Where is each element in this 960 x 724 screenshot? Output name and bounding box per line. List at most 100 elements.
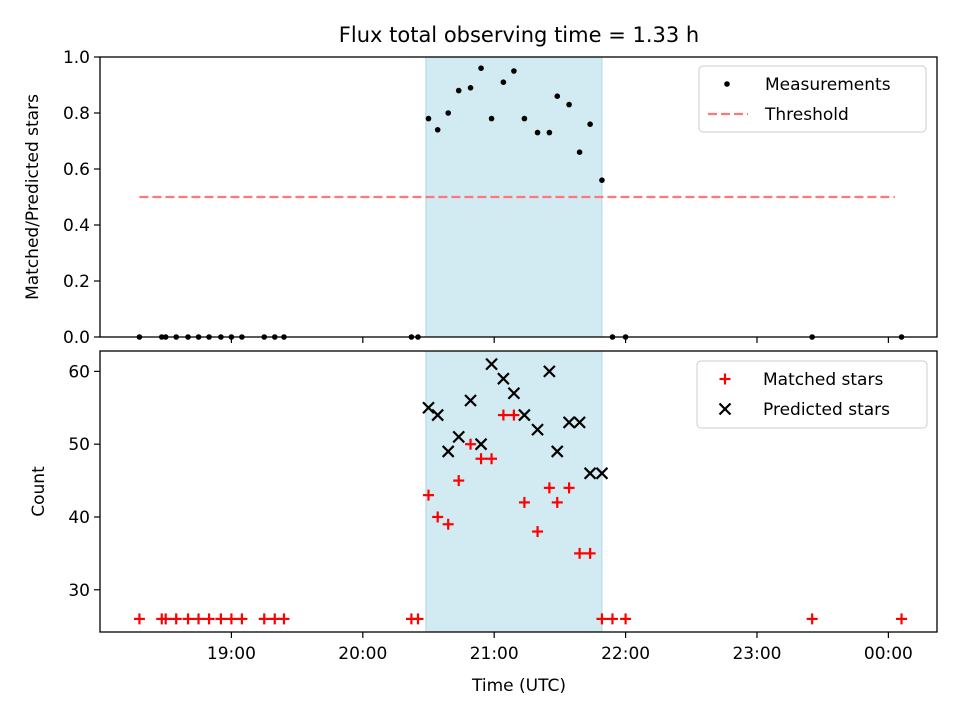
x-tick-label: 00:00 xyxy=(864,644,913,664)
data-point xyxy=(521,115,528,122)
data-point xyxy=(500,79,507,85)
data-point xyxy=(543,365,556,378)
data-point xyxy=(203,613,215,625)
data-point xyxy=(595,467,609,480)
data-point xyxy=(896,613,908,625)
legend-label: Threshold xyxy=(764,105,849,125)
data-point xyxy=(543,482,555,494)
data-point xyxy=(442,518,454,530)
data-point xyxy=(551,496,563,508)
data-point xyxy=(497,372,510,385)
data-point xyxy=(599,177,605,183)
data-point xyxy=(133,613,145,625)
legend-swatch xyxy=(719,373,731,385)
data-point xyxy=(518,496,530,508)
data-point xyxy=(441,445,455,458)
x-tick-label: 23:00 xyxy=(732,644,781,664)
data-point xyxy=(425,115,432,122)
chart-title: Flux total observing time = 1.33 h xyxy=(339,23,699,47)
data-point xyxy=(432,511,444,523)
data-point xyxy=(531,423,544,436)
data-point xyxy=(455,87,462,94)
y-tick-label: 0.8 xyxy=(63,104,90,124)
legend-box xyxy=(696,360,928,429)
y-tick-label: 60 xyxy=(68,362,90,382)
data-point xyxy=(475,453,487,465)
y-tick-label: 1.0 xyxy=(63,48,90,68)
data-point xyxy=(511,68,517,74)
y-tick-label: 0.2 xyxy=(63,272,90,292)
y-tick-label: 0.4 xyxy=(63,216,90,236)
legend: Measurements Threshold xyxy=(698,65,927,133)
data-point xyxy=(422,401,435,415)
legend-label: Predicted stars xyxy=(763,400,890,420)
data-point xyxy=(587,121,593,127)
x-tick-label: 20:00 xyxy=(338,644,387,664)
data-point xyxy=(453,475,465,487)
legend-box xyxy=(698,65,927,133)
data-point xyxy=(215,613,227,625)
bottom-panel: 30 40 50 60 19:00 20:00 21:00 22:00 23:00 00:00 Co… xyxy=(29,350,938,664)
data-point xyxy=(573,416,586,429)
x-axis-label: Time (UTC) xyxy=(471,676,566,696)
data-point xyxy=(620,613,632,625)
data-point xyxy=(258,613,270,625)
axes-frame xyxy=(99,56,938,338)
observing-window-span xyxy=(425,350,603,633)
data-point xyxy=(474,437,488,451)
data-point xyxy=(269,613,281,625)
data-point xyxy=(452,430,465,444)
data-point xyxy=(806,613,818,625)
y-tick-label: 40 xyxy=(68,508,90,528)
data-point xyxy=(574,547,586,559)
y-tick-label: 30 xyxy=(68,581,90,601)
data-point xyxy=(412,613,424,625)
data-point xyxy=(464,394,477,407)
x-tick-label: 21:00 xyxy=(470,644,519,664)
y-axis-label: Count xyxy=(29,466,49,517)
data-point xyxy=(422,489,434,501)
legend-swatch xyxy=(718,402,732,416)
data-point xyxy=(507,386,521,400)
data-point xyxy=(534,129,541,136)
series-matched-stars xyxy=(133,409,908,625)
legend-label: Measurements xyxy=(765,75,891,95)
data-point xyxy=(193,613,205,625)
data-point xyxy=(488,115,495,122)
data-point xyxy=(182,613,194,625)
data-point xyxy=(170,613,182,625)
data-point xyxy=(576,149,583,155)
data-point xyxy=(486,453,498,465)
data-point xyxy=(532,526,544,538)
data-point xyxy=(596,613,608,625)
data-point xyxy=(566,101,572,108)
series-predicted-stars xyxy=(422,357,609,480)
data-point xyxy=(550,445,564,458)
data-point xyxy=(465,438,477,450)
data-point xyxy=(554,93,561,99)
y-tick-label: 0.0 xyxy=(63,328,90,348)
data-point xyxy=(478,65,484,71)
data-point xyxy=(160,613,172,625)
data-point xyxy=(563,482,575,494)
data-point xyxy=(278,613,290,625)
data-point xyxy=(497,409,509,421)
data-point xyxy=(584,547,596,559)
legend-swatch xyxy=(724,81,730,87)
data-point xyxy=(434,127,441,133)
data-point xyxy=(562,416,576,429)
x-tick-label: 19:00 xyxy=(207,644,256,664)
data-point xyxy=(225,613,237,625)
legend: Matched stars Predicted stars xyxy=(696,360,928,429)
data-point xyxy=(546,129,553,136)
y-tick-label: 0.6 xyxy=(63,160,90,180)
data-point xyxy=(445,110,452,116)
data-point xyxy=(485,357,498,371)
data-point xyxy=(508,409,520,421)
axes-frame xyxy=(99,350,938,633)
data-point xyxy=(236,613,248,625)
data-point xyxy=(431,408,444,422)
data-point xyxy=(606,613,618,625)
x-tick-label: 22:00 xyxy=(601,644,650,664)
